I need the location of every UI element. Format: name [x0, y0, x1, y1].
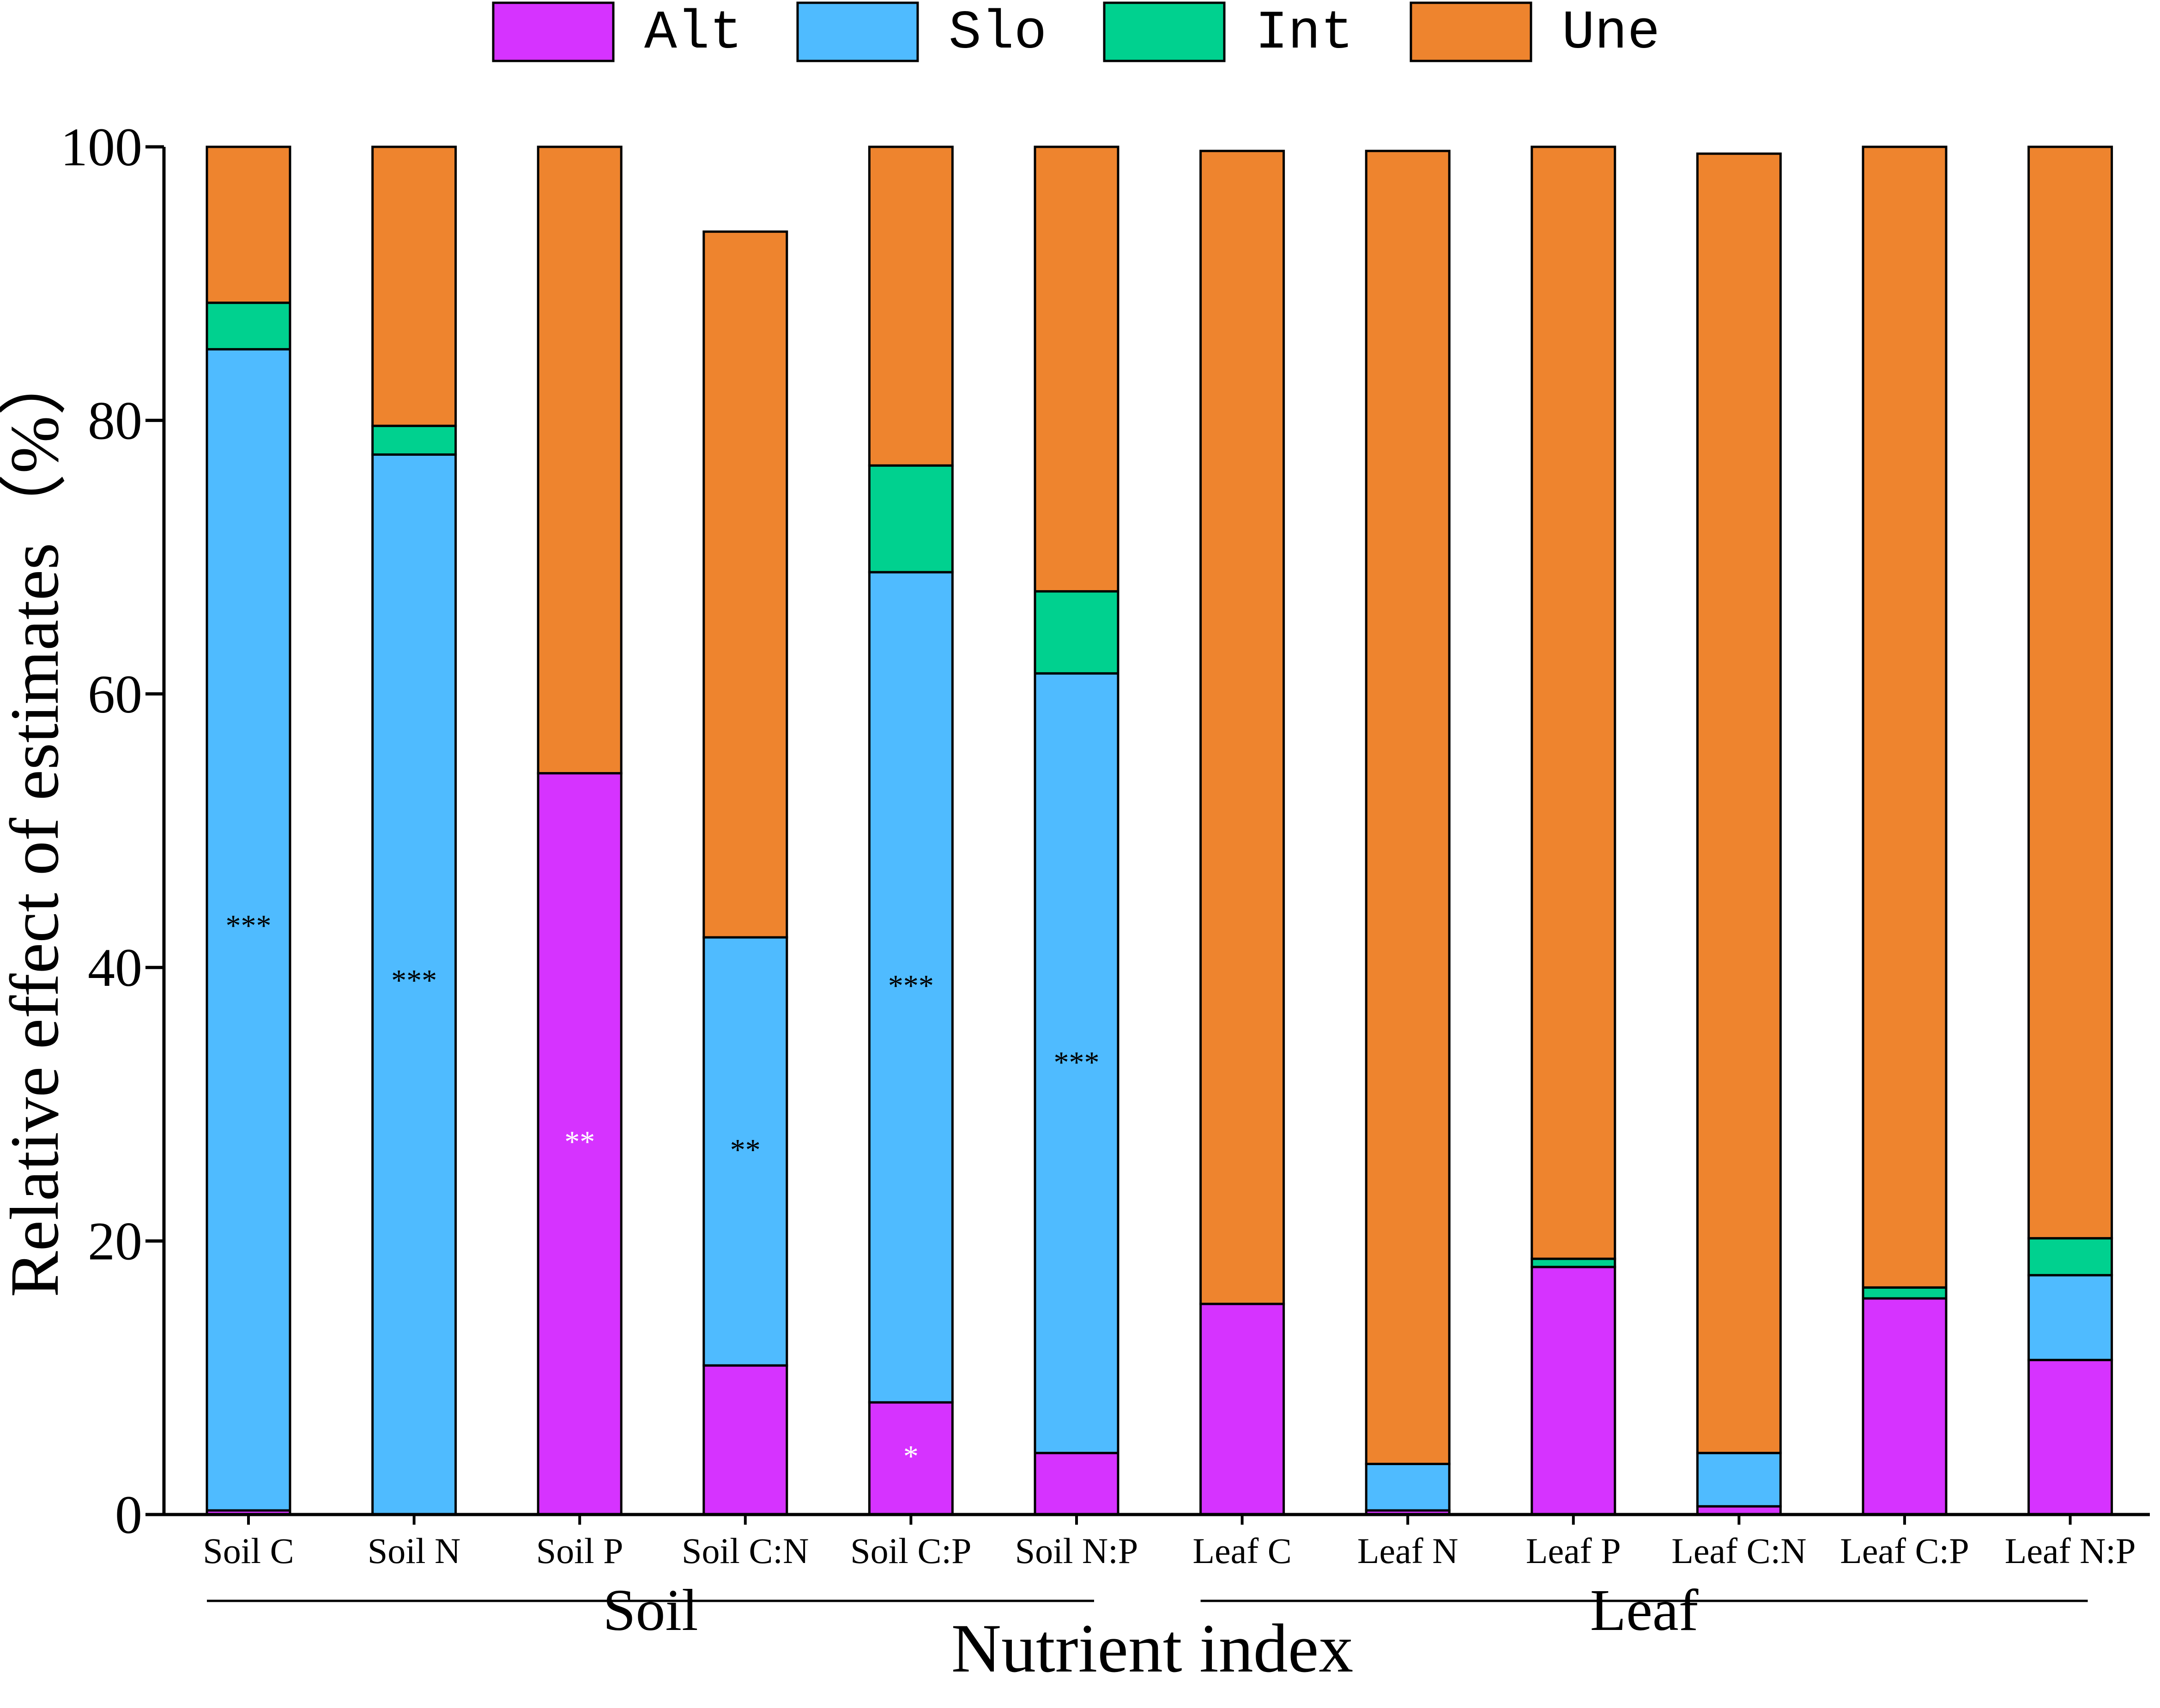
bar-segment-alt-soil-c-n [702, 1364, 788, 1516]
bar-segment-int-leaf-p [1531, 1257, 1616, 1268]
y-tick-label-60: 60 [88, 664, 142, 724]
bar-segment-slo-soil-c-n [702, 936, 788, 1367]
bar-segment-int-soil-n-p [1034, 590, 1119, 675]
x-tick-label-leaf-p: Leaf P [1526, 1531, 1621, 1571]
bar-segment-une-soil-n [371, 145, 457, 427]
significance-label-soil-c-p-alt: * [903, 1440, 919, 1473]
group-label-soil: Soil [603, 1577, 698, 1643]
significance-label-soil-c-slo: *** [226, 909, 272, 942]
bar-segment-une-soil-c [206, 145, 291, 304]
bar-segment-slo-soil-c-p [868, 571, 954, 1404]
bar-segment-slo-leaf-n [1365, 1462, 1451, 1512]
significance-label-soil-n-slo: *** [391, 964, 437, 997]
bar-segment-une-soil-c-n [702, 230, 788, 939]
legend-label-int: Int [1255, 3, 1353, 64]
x-tick-label-leaf-c-p: Leaf C:P [1840, 1531, 1969, 1571]
significance-annotations: ******** ********* [226, 909, 1100, 1473]
x-tick-label-soil-c: Soil C [203, 1531, 294, 1571]
x-tick-label-soil-n-p: Soil N:P [1015, 1531, 1138, 1571]
bar-segment-une-leaf-n-p [2027, 145, 2113, 1240]
x-tick-label-soil-c-p: Soil C:P [850, 1531, 971, 1571]
x-tick-label-soil-n: Soil N [368, 1531, 461, 1571]
bar-segment-une-leaf-c-n [1696, 152, 1782, 1455]
bar-segment-alt-leaf-p [1531, 1266, 1616, 1516]
bar-segment-int-leaf-c-p [1862, 1286, 1948, 1300]
bar-segment-alt-soil-n-p [1034, 1452, 1119, 1516]
legend-swatch-une [1410, 1, 1532, 62]
significance-label-soil-p-alt: ** [564, 1125, 595, 1159]
bar-segment-int-leaf-n-p [2027, 1237, 2113, 1277]
bar-segment-une-leaf-n [1365, 150, 1451, 1465]
bar-segment-une-leaf-c [1199, 150, 1285, 1305]
bar-segment-int-soil-n [371, 424, 457, 456]
x-tick-label-leaf-n-p: Leaf N:P [2005, 1531, 2136, 1571]
y-tick-label-0: 0 [115, 1485, 142, 1545]
y-tick-label-20: 20 [88, 1211, 142, 1272]
bar-segment-alt-leaf-n-p [2027, 1358, 2113, 1516]
x-tick-label-leaf-c: Leaf C [1192, 1531, 1291, 1571]
x-tick-label-leaf-n: Leaf N [1357, 1531, 1458, 1571]
significance-label-soil-c-p-slo: *** [888, 969, 934, 1003]
x-axis-label: Nutrient index [951, 1610, 1354, 1687]
y-tick-label-80: 80 [88, 390, 142, 451]
y-tick-label-100: 100 [61, 117, 142, 177]
legend: Alt Slo Int Une [492, 1, 1660, 64]
bar-segment-une-soil-c-p [868, 145, 954, 467]
y-axis: 0 20 40 60 80 100 [61, 117, 166, 1545]
legend-label-slo: Slo [949, 3, 1047, 64]
bar-segment-alt-leaf-c-p [1862, 1297, 1948, 1516]
legend-label-une: Une [1562, 3, 1660, 64]
bar-segment-une-leaf-p [1531, 145, 1616, 1260]
legend-swatch-slo [796, 1, 919, 62]
category-groups: Soil Leaf [207, 1577, 2088, 1643]
bar-segment-slo-leaf-c-n [1696, 1452, 1782, 1508]
bar-segment-alt-leaf-c [1199, 1303, 1285, 1516]
bar-segment-une-soil-n-p [1034, 145, 1119, 593]
x-tick-label-soil-p: Soil P [536, 1531, 623, 1571]
legend-label-alt: Alt [644, 3, 742, 64]
significance-label-soil-c-n-slo: ** [730, 1133, 761, 1167]
x-tick-label-soil-c-n: Soil C:N [682, 1531, 809, 1571]
x-axis: Soil C Soil N Soil P Soil C:N Soil C:P Soil N… [162, 1513, 2150, 1571]
x-tick-label-leaf-c-n: Leaf C:N [1671, 1531, 1806, 1571]
legend-swatch-alt [492, 1, 615, 62]
bar-segment-int-soil-c-p [868, 464, 954, 573]
bar-segment-int-soil-c [206, 302, 291, 350]
y-tick-label-40: 40 [88, 937, 142, 998]
legend-swatch-int [1103, 1, 1226, 62]
y-axis-label: Relative effect of estimates（%） [0, 347, 73, 1298]
bar-segment-slo-soil-n-p [1034, 672, 1119, 1455]
bars [206, 145, 2113, 1516]
significance-label-soil-n-p-slo: *** [1054, 1046, 1100, 1080]
bar-segment-une-soil-p [537, 145, 623, 775]
bar-segment-alt-soil-p [537, 772, 623, 1516]
bar-segment-slo-leaf-n-p [2027, 1274, 2113, 1361]
bar-segment-une-leaf-c-p [1862, 145, 1948, 1289]
group-label-leaf: Leaf [1590, 1577, 1699, 1643]
bar-segment-slo-soil-c [206, 348, 291, 1512]
